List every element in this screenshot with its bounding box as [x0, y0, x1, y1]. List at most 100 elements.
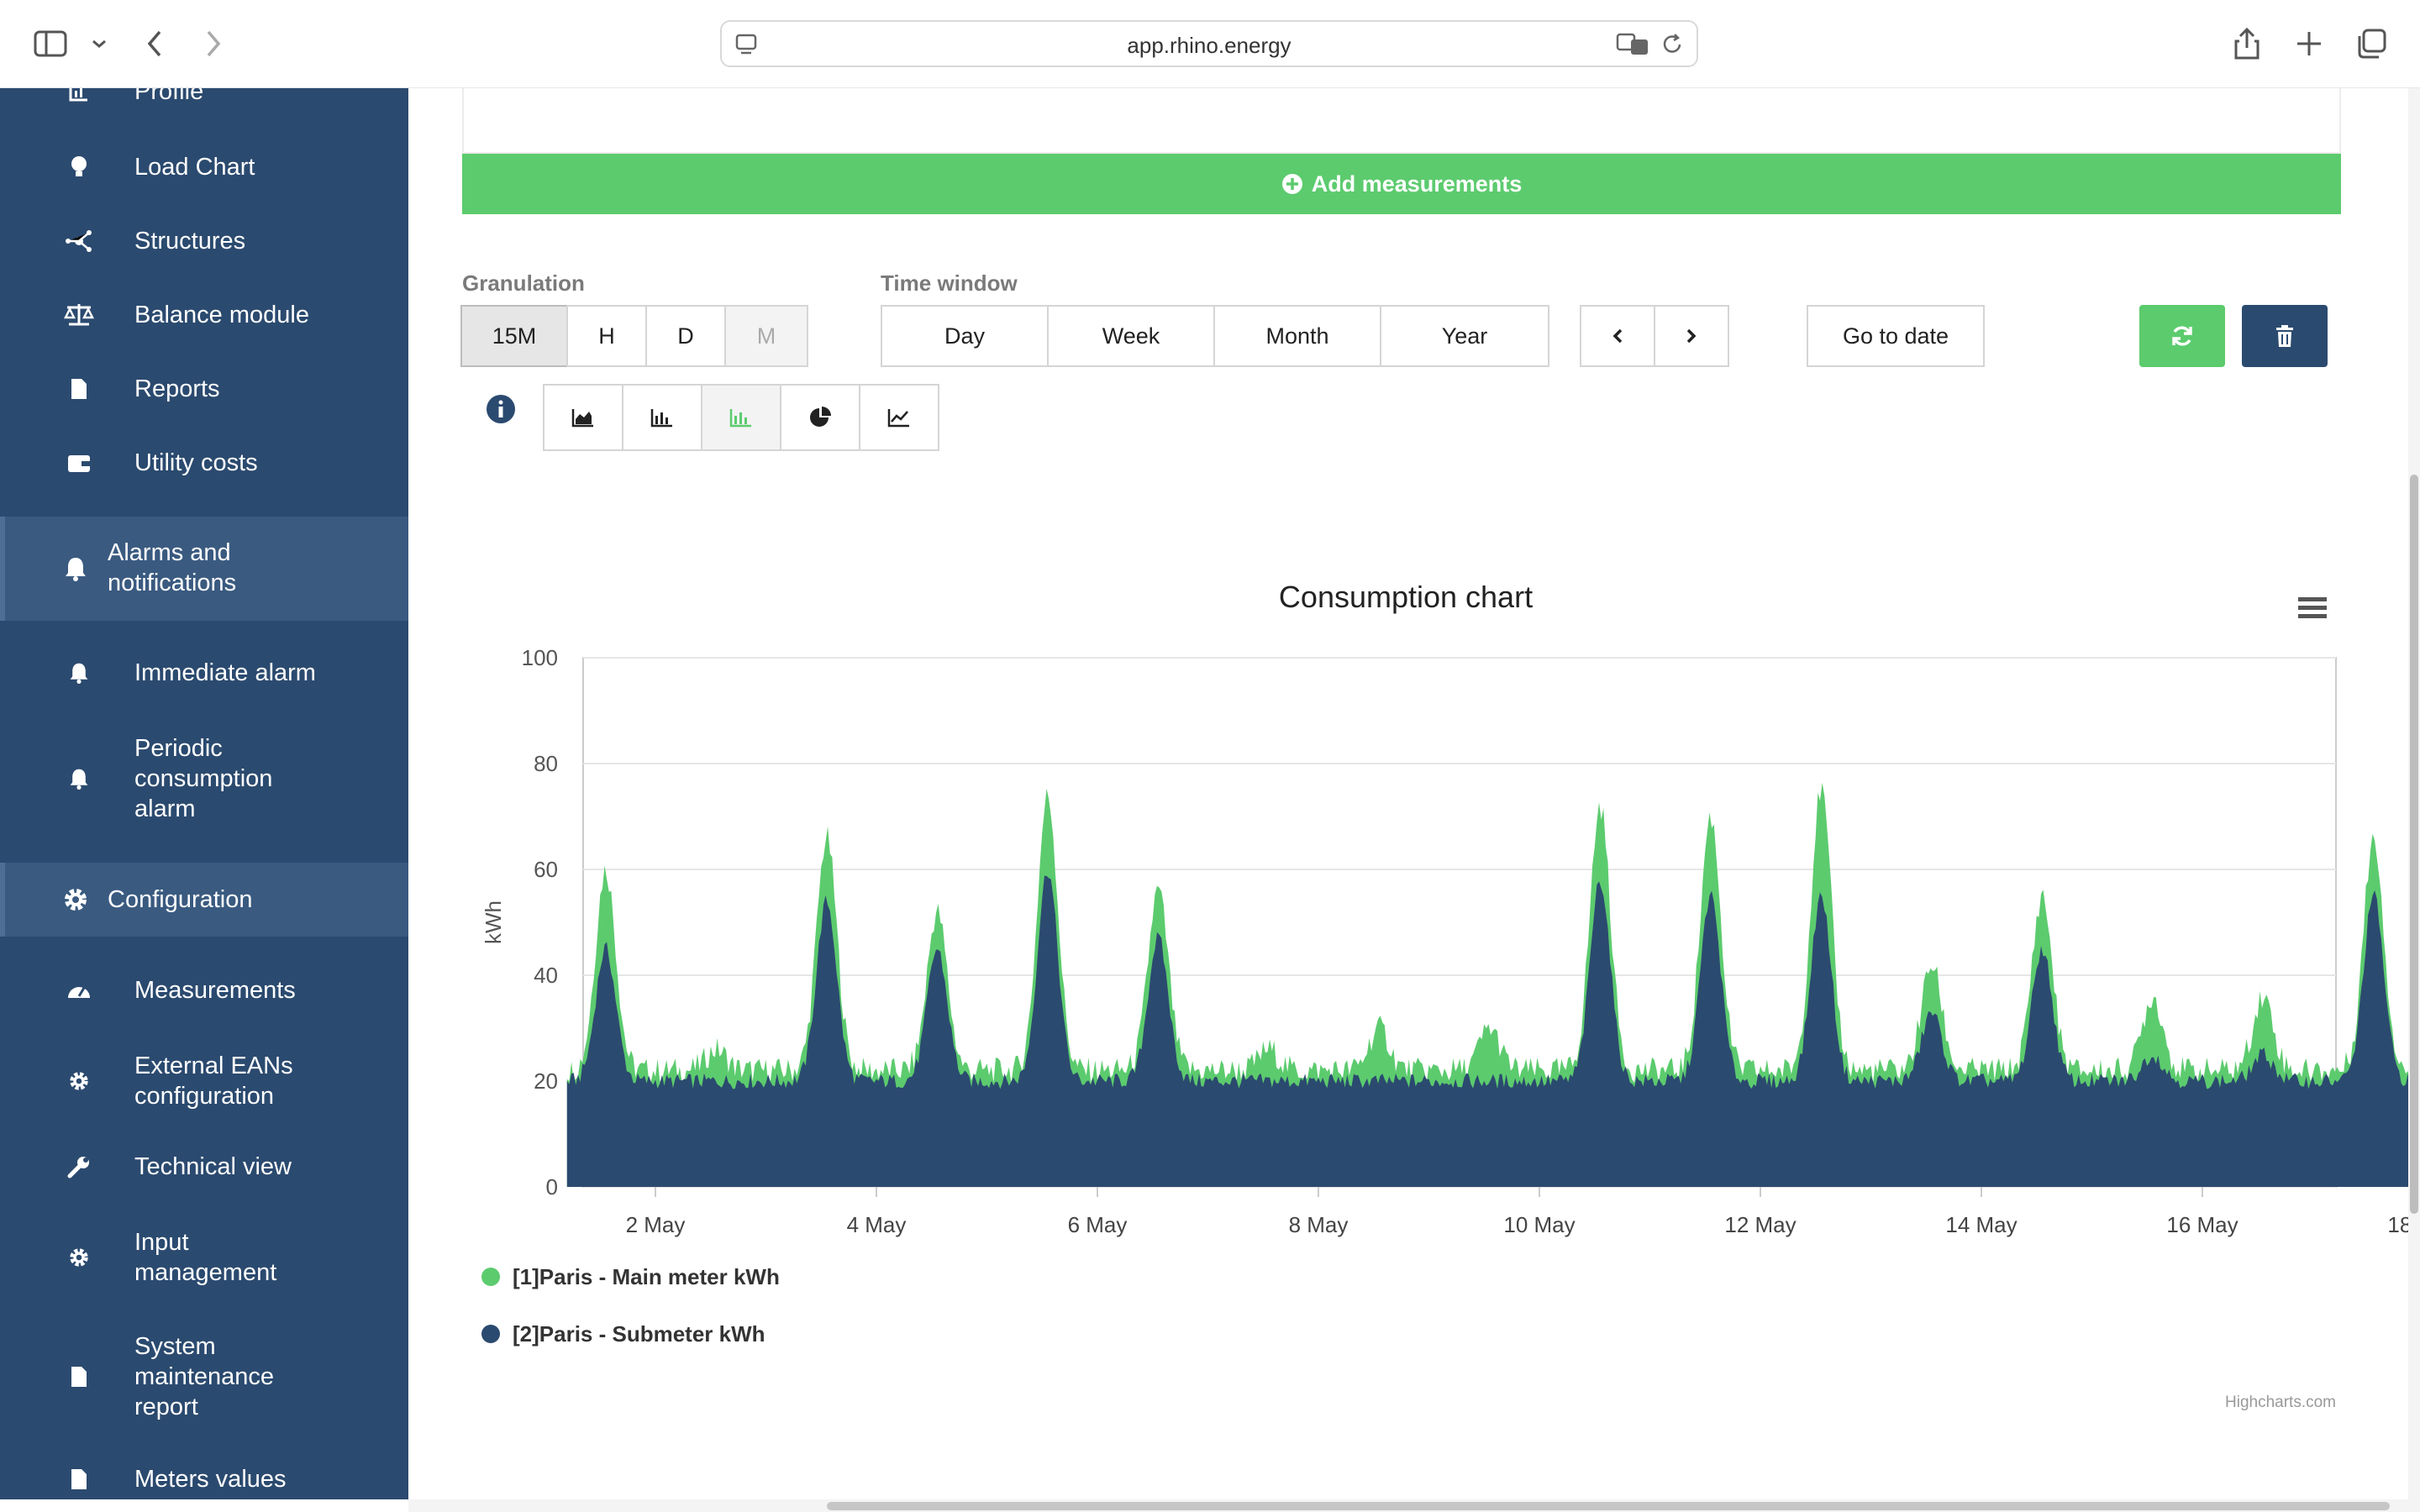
wallet-icon	[64, 448, 94, 478]
chevron-right-icon	[1686, 328, 1697, 344]
address-bar[interactable]: app.rhino.energy	[720, 20, 1698, 67]
x-tick-label: 18 May	[2387, 1212, 2408, 1237]
add-measurements-button[interactable]: Add measurements	[462, 154, 2341, 214]
chart-type-area-button[interactable]	[543, 384, 623, 451]
x-tick-label: 16 May	[2166, 1212, 2238, 1237]
new-tab-icon[interactable]	[2291, 25, 2328, 62]
sidebar-group-alarms[interactable]: Alarms and notifications	[0, 517, 408, 621]
forward-icon[interactable]	[195, 25, 232, 62]
sidebar-item-profile[interactable]: Profile	[0, 88, 408, 113]
time-window-month-button[interactable]: Month	[1213, 305, 1381, 367]
sidebar-item-reports[interactable]: Reports	[0, 374, 408, 411]
file-icon	[64, 1362, 94, 1392]
sidebar-item-structures[interactable]: Structures	[0, 226, 408, 263]
vertical-scrollbar-thumb[interactable]	[2410, 475, 2418, 1214]
x-tick-label: 10 May	[1503, 1212, 1575, 1237]
wrench-icon	[64, 1152, 94, 1182]
x-tick-label: 8 May	[1289, 1212, 1349, 1237]
y-tick-label: 0	[546, 1174, 558, 1200]
sidebar-item-meters-values[interactable]: Meters values	[0, 1464, 408, 1499]
plus-circle-icon	[1281, 174, 1302, 194]
vertical-scrollbar[interactable]	[2408, 88, 2420, 1499]
granulation-h-button[interactable]: H	[566, 305, 647, 367]
bar-chart-icon	[64, 88, 94, 107]
chevron-down-icon[interactable]	[81, 25, 118, 62]
chart-menu-icon[interactable]	[2298, 597, 2327, 618]
legend-label-1: [1]Paris - Main meter kWh	[513, 1264, 780, 1289]
measurements-panel	[462, 88, 2341, 154]
chart-type-line-button[interactable]	[859, 384, 939, 451]
file-icon	[64, 1464, 94, 1494]
go-to-date-button[interactable]: Go to date	[1807, 305, 1985, 367]
refresh-icon	[2172, 326, 2192, 346]
share-icon[interactable]	[2228, 25, 2265, 62]
refresh-button[interactable]	[2139, 305, 2225, 367]
granulation-label: Granulation	[462, 270, 585, 296]
translate-icon[interactable]	[1616, 32, 1649, 61]
info-icon[interactable]	[486, 394, 516, 428]
previous-period-button[interactable]	[1580, 305, 1655, 367]
sidebar-item-external-eans[interactable]: External EANs configuration	[0, 1049, 408, 1113]
sidebar-group-configuration[interactable]: Configuration	[0, 863, 408, 937]
time-window-label: Time window	[881, 270, 1018, 296]
granulation-d-button[interactable]: D	[645, 305, 726, 367]
area-chart-icon	[571, 409, 593, 428]
chart-title: Consumption chart	[1279, 580, 1533, 614]
bell-icon	[64, 658, 94, 688]
scale-icon	[64, 300, 94, 330]
time-window-week-button[interactable]: Week	[1047, 305, 1215, 367]
site-icon	[734, 32, 759, 61]
trash-icon	[2276, 325, 2293, 347]
y-tick-label: 100	[522, 645, 558, 670]
bell-icon	[64, 764, 94, 794]
stacked-bar-chart-icon	[729, 409, 751, 428]
granulation-m-button[interactable]: M	[724, 305, 808, 367]
time-window-day-button[interactable]: Day	[881, 305, 1049, 367]
y-tick-label: 60	[534, 857, 558, 882]
sidebar-item-measurements[interactable]: Measurements	[0, 975, 408, 1012]
bell-icon	[60, 554, 91, 584]
granulation-15m-button[interactable]: 15M	[460, 305, 568, 367]
bar-chart-icon	[650, 409, 672, 428]
delete-button[interactable]	[2242, 305, 2328, 367]
chart-type-pie-button[interactable]	[780, 384, 860, 451]
main-content: Add measurements Granulation 15M H D M T…	[408, 88, 2408, 1499]
x-tick-label: 12 May	[1724, 1212, 1796, 1237]
legend-label-2: [2]Paris - Submeter kWh	[513, 1321, 765, 1347]
chart-type-bar-button[interactable]	[622, 384, 702, 451]
sidebar-item-balance-module[interactable]: Balance module	[0, 300, 408, 337]
sidebar-item-periodic-consumption-alarm[interactable]: Periodic consumption alarm	[0, 732, 408, 826]
sidebar-toggle-icon[interactable]	[32, 25, 69, 62]
gauge-icon	[64, 975, 94, 1005]
url-text: app.rhino.energy	[1127, 33, 1292, 58]
back-icon[interactable]	[136, 25, 173, 62]
sidebar-item-system-maintenance-report[interactable]: System maintenance report	[0, 1330, 408, 1424]
sidebar-item-technical-view[interactable]: Technical view	[0, 1152, 408, 1189]
tabs-overview-icon[interactable]	[2353, 25, 2390, 62]
chart-credits: Highcharts.com	[2225, 1394, 2336, 1411]
network-icon	[64, 226, 94, 256]
reload-icon[interactable]	[1660, 32, 1685, 61]
sidebar: Profile Load Chart Structures Balance mo…	[0, 88, 408, 1499]
y-tick-label: 20	[534, 1068, 558, 1094]
time-window-year-button[interactable]: Year	[1380, 305, 1549, 367]
gear-icon	[60, 885, 91, 915]
sidebar-item-utility-costs[interactable]: Utility costs	[0, 448, 408, 485]
horizontal-scrollbar-thumb[interactable]	[827, 1502, 2390, 1510]
x-tick-label: 6 May	[1068, 1212, 1128, 1237]
gear-icon	[64, 1242, 94, 1273]
x-tick-label: 14 May	[1945, 1212, 2017, 1237]
sidebar-item-input-management[interactable]: Input management	[0, 1226, 408, 1289]
gear-icon	[64, 1066, 94, 1096]
sidebar-item-load-chart[interactable]: Load Chart	[0, 152, 408, 189]
next-period-button[interactable]	[1654, 305, 1729, 367]
browser-toolbar: app.rhino.energy	[0, 0, 2420, 88]
y-tick-label: 40	[534, 963, 558, 988]
pie-chart-icon	[810, 407, 831, 427]
sidebar-item-immediate-alarm[interactable]: Immediate alarm	[0, 658, 408, 695]
line-chart-icon	[887, 409, 909, 428]
chart-type-stacked-bar-button[interactable]	[701, 384, 781, 451]
consumption-chart: Consumption chart 0 20 40 60 80 100 kWh 2 May 4 M…	[481, 580, 2408, 1411]
y-tick-label: 80	[534, 751, 558, 776]
horizontal-scrollbar[interactable]	[408, 1499, 2420, 1512]
